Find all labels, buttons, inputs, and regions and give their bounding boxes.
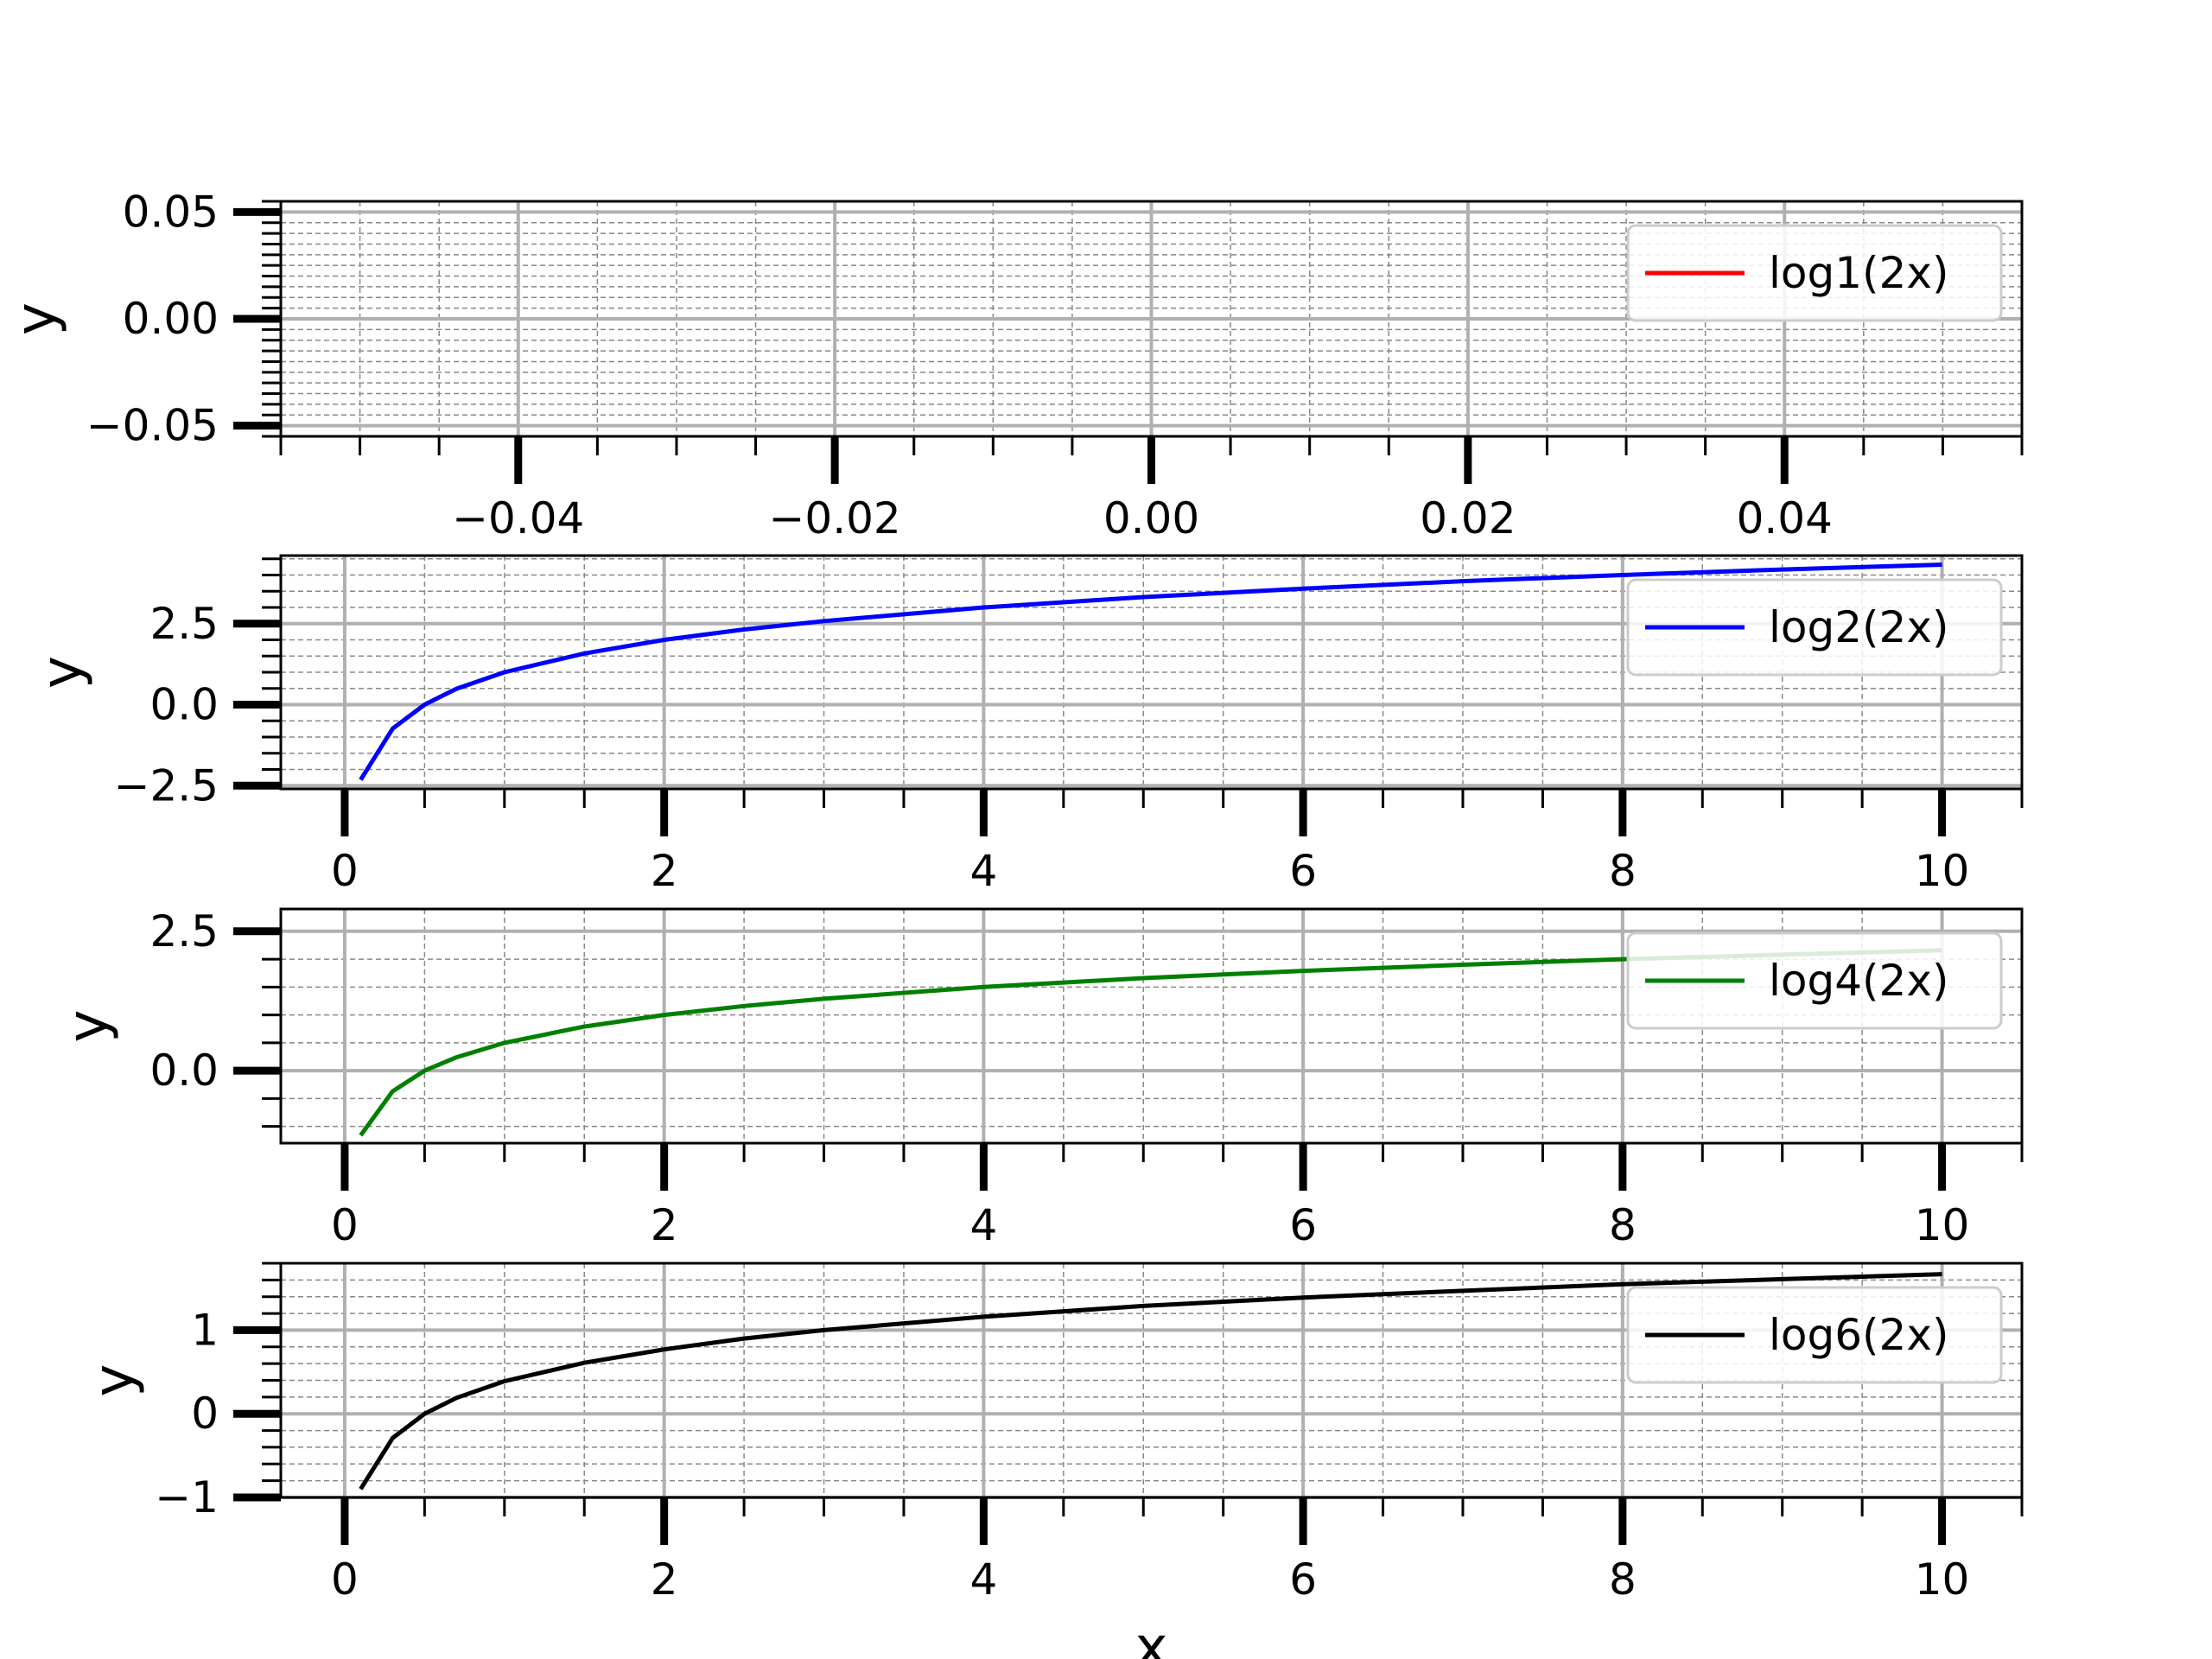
series-line-1 <box>359 563 1942 781</box>
legend-box <box>1626 578 2003 677</box>
x-tick-label: 2 <box>651 1200 678 1250</box>
subplot-1: −0.04 −0.02 0.00 0.02 0.04 −0.05 0.00 0.05 y log1… <box>4 187 2024 543</box>
y-tick-label: 0.0 <box>149 680 219 730</box>
subplot-2: 0 2 4 6 8 10 −2.5 0.0 2.5 y log2(2x) <box>30 554 2024 896</box>
x-tick-label: 0.04 <box>1737 493 1833 543</box>
x-tick-label: −0.04 <box>452 493 584 543</box>
x-tick-label: 0 <box>331 1554 359 1605</box>
y-axis-label: y <box>4 302 68 335</box>
x-tick-label: 0 <box>331 846 359 896</box>
legend: log6(2x) <box>1626 1286 2003 1384</box>
y-tick-label: 1 <box>191 1305 219 1355</box>
x-tick-label: 10 <box>1915 1554 1970 1605</box>
y-tick-label: −0.05 <box>86 401 219 451</box>
y-tick-label: −2.5 <box>114 760 219 810</box>
x-tick-label: 10 <box>1915 846 1970 896</box>
axes-frame <box>279 907 2024 1145</box>
y-tick-label: 2.5 <box>149 906 219 957</box>
legend: log4(2x) <box>1626 931 2003 1030</box>
x-tick-label: 2 <box>651 846 678 896</box>
legend: log2(2x) <box>1626 578 2003 677</box>
subplot-3: 0 2 4 6 8 10 0.0 2.5 y log4(2x) <box>56 906 2024 1250</box>
y-axis-label: y <box>56 1010 120 1043</box>
y-tick-label: 0.00 <box>123 294 219 344</box>
x-tick-label: −0.02 <box>769 493 901 543</box>
x-tick-label: 4 <box>969 846 997 896</box>
x-tick-label: 8 <box>1609 1554 1637 1605</box>
legend-label: log1(2x) <box>1769 248 1948 298</box>
x-tick-label: 4 <box>969 1554 997 1605</box>
legend-box <box>1626 1286 2003 1384</box>
x-tick-label: 4 <box>969 1200 997 1250</box>
x-tick-label: 0.00 <box>1103 493 1199 543</box>
y-tick-label: −1 <box>155 1472 219 1522</box>
legend-label: log6(2x) <box>1769 1310 1948 1360</box>
x-axis-label: x <box>1135 1616 1168 1659</box>
x-tick-label: 6 <box>1289 846 1317 896</box>
legend-label: log4(2x) <box>1769 956 1948 1006</box>
y-tick-label: 0.0 <box>149 1046 219 1096</box>
x-tick-label: 2 <box>651 1554 678 1605</box>
series-line-1 <box>359 948 1942 1137</box>
legend-label: log2(2x) <box>1769 602 1948 652</box>
series-line-1 <box>359 1272 1942 1491</box>
legend-box <box>1626 931 2003 1030</box>
x-tick-label: 0.02 <box>1420 493 1516 543</box>
y-tick-label: 0.05 <box>123 187 219 237</box>
subplot-4: 0 2 4 6 8 10 −1 0 1 y x log6(2x) <box>82 1262 2024 1659</box>
y-tick-label: 0 <box>191 1389 219 1439</box>
legend-box <box>1626 224 2003 322</box>
x-tick-label: 6 <box>1289 1200 1317 1250</box>
x-tick-label: 10 <box>1915 1200 1970 1250</box>
y-axis-label: y <box>30 656 94 689</box>
y-tick-label: 2.5 <box>149 599 219 649</box>
x-tick-label: 6 <box>1289 1554 1317 1605</box>
x-tick-label: 0 <box>331 1200 359 1250</box>
y-axis-label: y <box>82 1364 146 1397</box>
x-tick-label: 8 <box>1609 1200 1637 1250</box>
legend: log1(2x) <box>1626 224 2003 322</box>
x-tick-label: 8 <box>1609 846 1637 896</box>
